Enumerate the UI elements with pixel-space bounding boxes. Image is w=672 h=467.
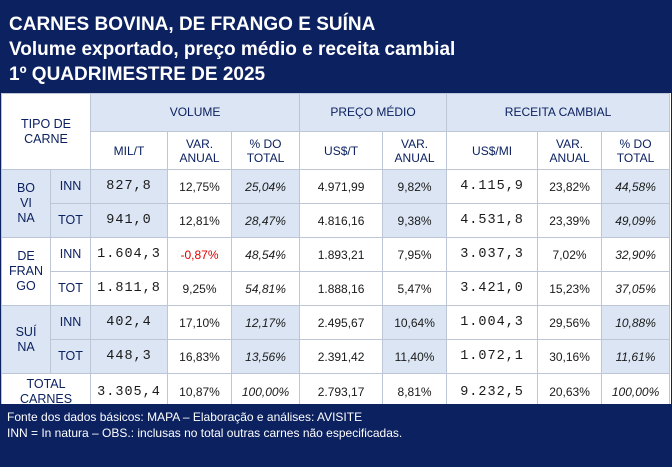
table-body: BO VI NA INN 827,8 12,75% 25,04% 4.971,99 9,82% 4…: [0, 169, 671, 411]
receita-var-cell: 29,56%: [537, 305, 603, 340]
volume-var-cell: 12,75%: [167, 169, 233, 204]
receita-pct-cell: 10,88%: [601, 305, 671, 340]
volume-cell: 1.811,8: [90, 271, 169, 306]
report-footer: Fonte dos dados básicos: MAPA – Elaboraç…: [1, 404, 671, 466]
row-kind-label: TOT: [49, 203, 92, 238]
receita-var-cell: 15,23%: [537, 271, 603, 306]
volume-pct-cell: 25,04%: [231, 169, 301, 204]
preco-var-cell: 7,95%: [382, 237, 448, 272]
receita-cell: 3.037,3: [446, 237, 539, 272]
meat-type-label: BO VI NA: [1, 169, 51, 238]
row-kind-label: INN: [49, 169, 92, 204]
col-header: VAR. ANUAL: [382, 131, 448, 170]
volume-cell: 448,3: [90, 339, 169, 374]
col-header: % DO TOTAL: [231, 131, 301, 170]
preco-cell: 4.816,16: [299, 203, 384, 238]
volume-cell: 827,8: [90, 169, 169, 204]
sub-header-row: MIL/T VAR. ANUAL % DO TOTAL US$/T VAR. ANUA…: [2, 131, 671, 170]
report-period: 1º QUADRIMESTRE DE 2025: [9, 64, 266, 85]
col-header: US$/MI: [446, 131, 539, 170]
volume-cell: 402,4: [90, 305, 169, 340]
preco-var-cell: 11,40%: [382, 339, 448, 374]
preco-var-cell: 9,38%: [382, 203, 448, 238]
receita-group-header: RECEITA CAMBIAL: [446, 93, 671, 132]
receita-cell: 1.004,3: [446, 305, 539, 340]
volume-var-cell: 17,10%: [167, 305, 233, 340]
receita-cell: 4.115,9: [446, 169, 539, 204]
volume-group-header: VOLUME: [90, 93, 301, 132]
report-title: CARNES BOVINA, DE FRANGO E SUÍNA: [9, 14, 376, 35]
volume-pct-cell: 13,56%: [231, 339, 301, 374]
preco-cell: 2.495,67: [299, 305, 384, 340]
volume-var-cell: 16,83%: [167, 339, 233, 374]
preco-var-cell: 9,82%: [382, 169, 448, 204]
volume-pct-cell: 12,17%: [231, 305, 301, 340]
receita-var-cell: 23,82%: [537, 169, 603, 204]
receita-pct-cell: 32,90%: [601, 237, 671, 272]
table-row: TOT 448,3 16,83% 13,56% 2.391,42 11,40% 1.072,…: [2, 339, 671, 374]
receita-cell: 4.531,8: [446, 203, 539, 238]
col-header: US$/T: [299, 131, 384, 170]
receita-pct-cell: 44,58%: [601, 169, 671, 204]
col-header: VAR. ANUAL: [167, 131, 233, 170]
receita-var-cell: 30,16%: [537, 339, 603, 374]
volume-var-cell: 12,81%: [167, 203, 233, 238]
volume-cell: 1.604,3: [90, 237, 169, 272]
preco-cell: 1.893,21: [299, 237, 384, 272]
receita-pct-cell: 49,09%: [601, 203, 671, 238]
tipo-de-carne-header: TIPO DE CARNE: [0, 93, 92, 170]
table-row: TOT 941,0 12,81% 28,47% 4.816,16 9,38% 4.531,8…: [2, 203, 671, 238]
receita-var-cell: 7,02%: [537, 237, 603, 272]
col-header: % DO TOTAL: [601, 131, 671, 170]
volume-pct-cell: 48,54%: [231, 237, 301, 272]
footer-note: INN = In natura – OBS.: inclusas no tota…: [7, 426, 403, 440]
col-header: VAR. ANUAL: [537, 131, 603, 170]
receita-pct-cell: 37,05%: [601, 271, 671, 306]
volume-pct-cell: 28,47%: [231, 203, 301, 238]
exports-table: TIPO DE CARNE VOLUME PREÇO MÉDIO RECEITA …: [0, 93, 671, 411]
row-kind-label: TOT: [49, 271, 92, 306]
volume-var-cell: -0,87%: [167, 237, 233, 272]
volume-var-cell: 9,25%: [167, 271, 233, 306]
volume-cell: 941,0: [90, 203, 169, 238]
col-header: MIL/T: [90, 131, 169, 170]
group-header-row: TIPO DE CARNE VOLUME PREÇO MÉDIO RECEITA …: [0, 93, 671, 170]
preco-cell: 2.391,42: [299, 339, 384, 374]
table-row: BO VI NA INN 827,8 12,75% 25,04% 4.971,99 9,82% 4…: [1, 169, 671, 238]
meat-type-label: DE FRAN GO: [1, 237, 51, 306]
preco-var-cell: 5,47%: [382, 271, 448, 306]
report-subtitle: Volume exportado, preço médio e receita …: [9, 39, 456, 60]
preco-cell: 4.971,99: [299, 169, 384, 204]
preco-group-header: PREÇO MÉDIO: [299, 93, 448, 132]
row-kind-label: TOT: [49, 339, 92, 374]
volume-pct-cell: 54,81%: [231, 271, 301, 306]
preco-var-cell: 10,64%: [382, 305, 448, 340]
receita-pct-cell: 11,61%: [601, 339, 671, 374]
report-header: CARNES BOVINA, DE FRANGO E SUÍNA Volume …: [1, 1, 671, 93]
table-row: DE FRAN GO INN 1.604,3 -0,87% 48,54% 1.893,21 7,…: [1, 237, 671, 306]
row-kind-label: INN: [49, 237, 92, 272]
receita-cell: 3.421,0: [446, 271, 539, 306]
table-row: SUÍ NA INN 402,4 17,10% 12,17% 2.495,67 10,64% 1…: [1, 305, 671, 374]
footer-source: Fonte dos dados básicos: MAPA – Elaboraç…: [7, 410, 363, 424]
receita-var-cell: 23,39%: [537, 203, 603, 238]
row-kind-label: INN: [49, 305, 92, 340]
table-row: TOT 1.811,8 9,25% 54,81% 1.888,16 5,47% 3.421,…: [2, 271, 671, 306]
meat-type-label: SUÍ NA: [1, 305, 51, 374]
preco-cell: 1.888,16: [299, 271, 384, 306]
receita-cell: 1.072,1: [446, 339, 539, 374]
